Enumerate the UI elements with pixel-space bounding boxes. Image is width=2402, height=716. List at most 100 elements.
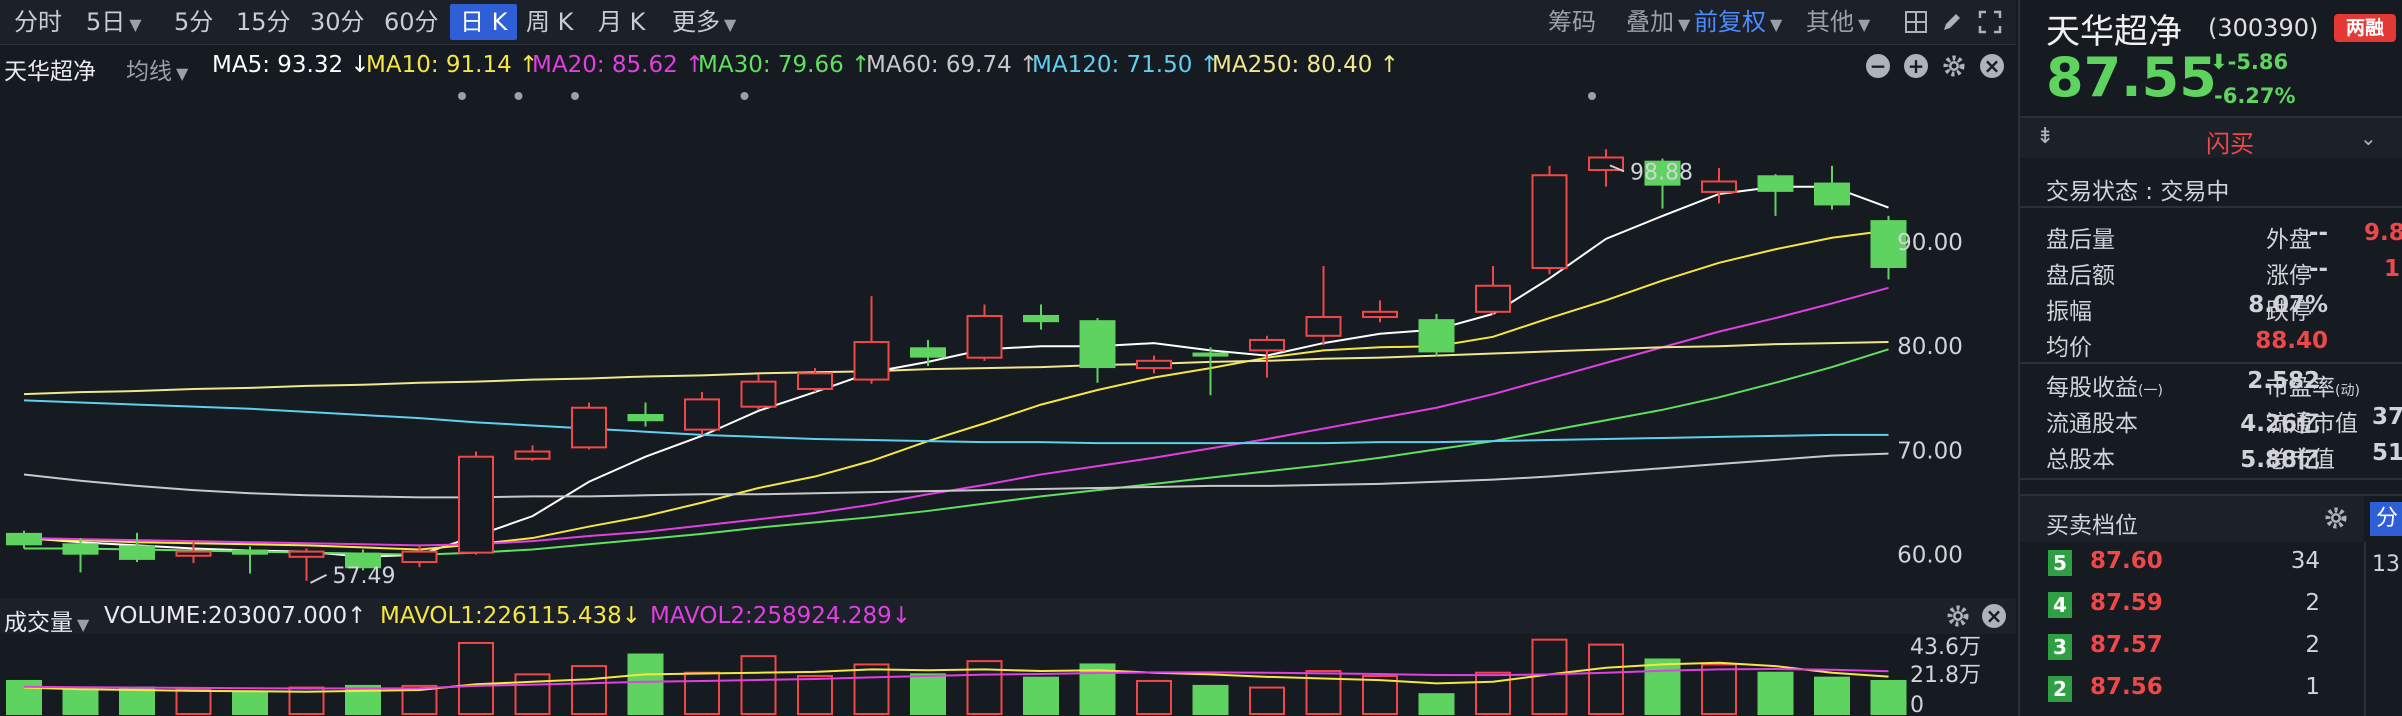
tab-5day[interactable]: 5日 ▼ [86, 8, 142, 36]
candle [288, 548, 325, 581]
candle-body [1362, 310, 1398, 319]
candle [1192, 347, 1229, 396]
mavol1-value: MAVOL1:226115.438↓ [380, 603, 642, 629]
candle-body [797, 372, 833, 390]
candle-body [684, 398, 720, 431]
grid-layout-icon[interactable] [1904, 10, 1928, 34]
level-qty: 1 [2305, 674, 2320, 700]
collapse-icon[interactable]: ⇟ [2036, 124, 2055, 149]
candle [458, 451, 494, 555]
candle-body [571, 406, 607, 449]
stat-label: 跌停 [2266, 299, 2312, 325]
fullscreen-icon[interactable] [1978, 10, 2002, 34]
level-number: 2 [2048, 676, 2072, 702]
tab-30min[interactable]: 30分 [310, 8, 365, 36]
settings-gear-icon[interactable] [1942, 54, 1966, 78]
candle-body [1192, 352, 1229, 357]
tab-weekly-k[interactable]: 周 K [526, 8, 574, 36]
volume-settings-icon[interactable] [1946, 604, 1970, 628]
adjust-menu[interactable]: 前复权 ▼ [1694, 8, 1783, 36]
volume-bar [1079, 663, 1116, 715]
stat-label: 流通市值 [2266, 411, 2358, 437]
tab-60min[interactable]: 60分 [384, 8, 439, 36]
flash-buy-button[interactable]: 闪买 [2206, 130, 2254, 158]
volume-bar [853, 663, 890, 715]
level-number: 3 [2048, 634, 2072, 660]
volume-bar [62, 688, 99, 715]
chips-button[interactable]: 筹码 [1548, 8, 1596, 36]
ma250-label: MA250: 80.40 ↑ [1212, 52, 1399, 78]
tab-time-sales[interactable]: 分 [2370, 502, 2402, 536]
level-price[interactable]: 87.56 [2090, 674, 2163, 700]
candle [853, 296, 890, 384]
event-marker [514, 92, 523, 100]
candle [1362, 300, 1398, 323]
orderbook-settings-icon[interactable] [2324, 506, 2348, 530]
candle-body [1475, 284, 1511, 313]
candle-body [288, 550, 325, 558]
high-pointer [1609, 164, 1625, 173]
ma-legend-bar: 天华超净 均线 ▼ MA5: 93.32 ↓ MA10: 91.14 ↑ MA20… [0, 46, 2016, 86]
candle-body [6, 532, 42, 546]
volume-chart[interactable]: 43.6万 21.8万 0 [0, 634, 2016, 716]
time-sales-time: 13: [2372, 552, 2402, 577]
stat-value: 9.8 [2364, 220, 2402, 246]
volume-close-icon[interactable]: × [1982, 604, 2006, 628]
stat-value: -- [2308, 220, 2328, 246]
kline-chart[interactable]: 90.00 80.00 70.00 60.00 98.88 57.49 [0, 86, 2016, 596]
stat-label: 盘后量 [2046, 227, 2115, 253]
quote-panel: 天华超净 (300390) 两融 87.55 ⬇-5.86 -6.27% ⇟ 闪… [2018, 0, 2402, 716]
tab-5min[interactable]: 5分 [174, 8, 214, 36]
candle [1644, 158, 1681, 209]
volume-bar [1870, 679, 1907, 715]
tab-intraday[interactable]: 分时 [14, 8, 62, 36]
chevron-down-icon: ▼ [129, 15, 142, 34]
draw-pen-icon[interactable] [1940, 10, 1964, 34]
volume-value: VOLUME:203007.000↑ [104, 603, 367, 629]
volume-bar [1588, 643, 1624, 715]
candle [910, 339, 946, 367]
level-price[interactable]: 87.57 [2090, 632, 2163, 658]
tab-15min[interactable]: 15分 [236, 8, 291, 36]
candle [1305, 265, 1342, 346]
volume-bar [571, 665, 607, 715]
event-marker [458, 92, 466, 100]
trade-status: 交易状态 : 交易中 [2046, 179, 2230, 205]
overlay-menu[interactable]: 叠加 ▼ [1626, 8, 1691, 36]
price-change-pct: -6.27% [2214, 84, 2296, 108]
candle [1870, 215, 1907, 280]
quote-stock-code: (300390) [2208, 14, 2319, 42]
volume-tick-label: 21.8万 [1910, 663, 1981, 688]
chevron-down-icon[interactable]: ⌄ [2360, 126, 2377, 150]
price-axis: 90.00 80.00 70.00 60.00 [1897, 230, 1963, 569]
volume-bar [797, 675, 833, 715]
candle-body [1023, 314, 1059, 323]
candle-body [1136, 359, 1172, 370]
level-price[interactable]: 87.59 [2090, 590, 2163, 616]
line-mode-menu[interactable]: 均线 ▼ [126, 59, 189, 85]
candle-body [1701, 180, 1737, 193]
more-menu[interactable]: 更多 ▼ [672, 8, 737, 36]
candle-body [1249, 338, 1285, 352]
candle-body [1305, 316, 1342, 337]
high-price-label: 98.88 [1630, 160, 1693, 185]
zoom-in-icon[interactable]: + [1904, 54, 1928, 78]
volume-indicator-menu[interactable]: 成交量 ▼ [4, 610, 90, 636]
tab-daily-k[interactable]: 日 K [450, 4, 518, 40]
stat-value: 1 [2384, 256, 2401, 282]
candle [1531, 165, 1568, 275]
close-icon[interactable]: × [1980, 54, 2004, 78]
tab-monthly-k[interactable]: 月 K [598, 8, 646, 36]
volume-bar [740, 655, 777, 715]
volume-bars-group [6, 638, 1907, 716]
other-menu[interactable]: 其他 ▼ [1806, 8, 1871, 36]
ma20-label: MA20: 85.62 ↑ [532, 52, 705, 78]
zoom-out-icon[interactable]: − [1866, 54, 1890, 78]
volume-bar [627, 653, 664, 715]
candle-body [966, 314, 1003, 359]
level-price[interactable]: 87.60 [2090, 548, 2163, 574]
volume-bar [1362, 675, 1398, 715]
stat-label: 总市值 [2266, 447, 2335, 473]
stat-value: 8.07% [2248, 292, 2328, 318]
current-price: 87.55 [2046, 46, 2217, 109]
